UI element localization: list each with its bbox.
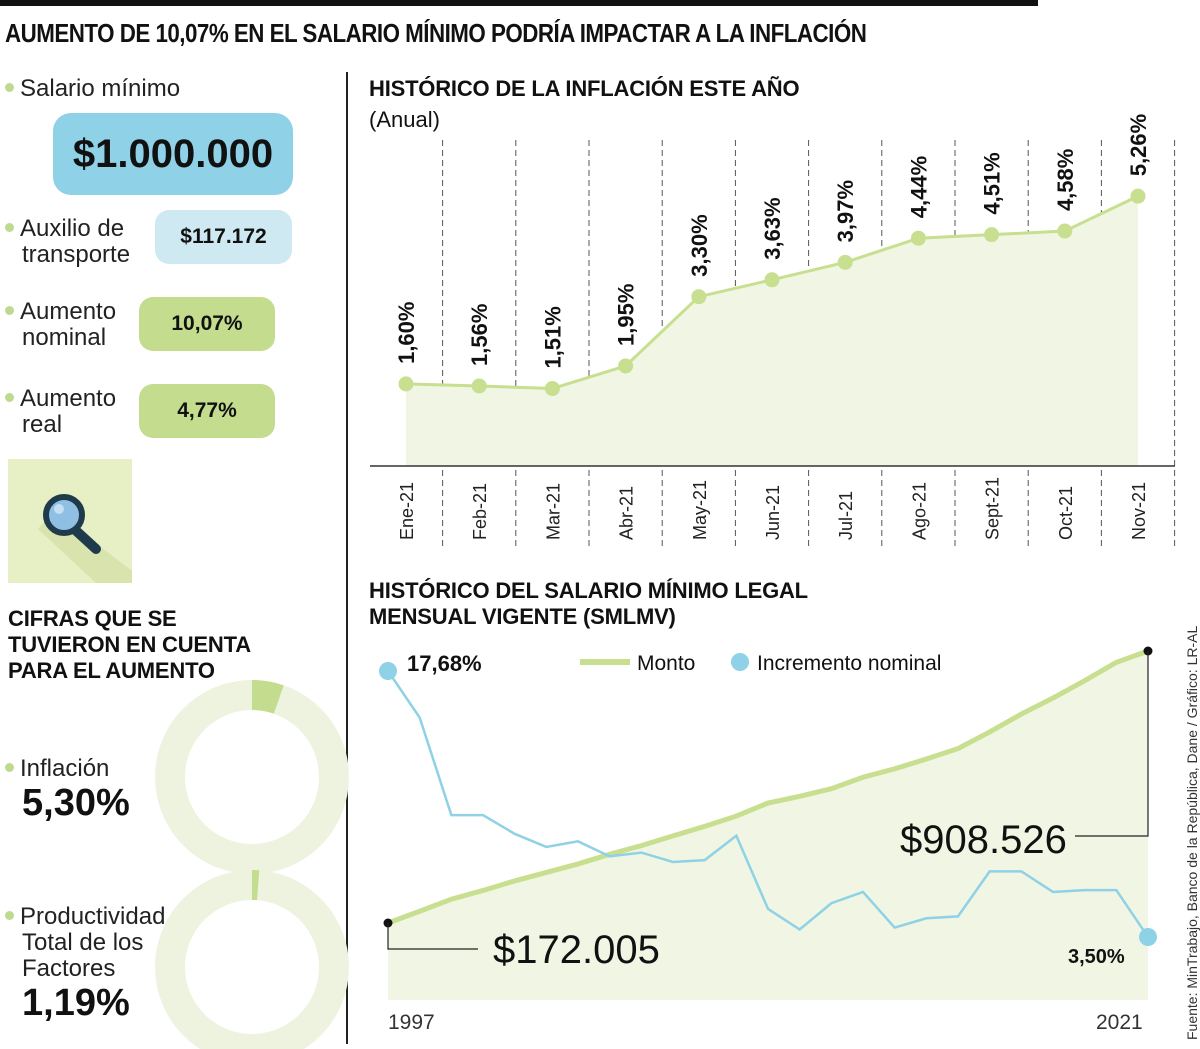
monto-line xyxy=(387,648,1149,926)
productividad-donut-track xyxy=(155,870,349,1049)
inflation-tick-label: Nov-21 xyxy=(1129,482,1149,540)
inflation-data-label: 3,97% xyxy=(833,180,858,242)
inflation-tick-label: Feb-21 xyxy=(470,483,490,540)
inflation-data-label: 3,30% xyxy=(687,214,712,276)
cifras-title: CIFRAS QUE SE TUVIERON EN CUENTA PARA EL… xyxy=(8,606,251,683)
inflation-point xyxy=(691,289,707,305)
salary-x-start: 1997 xyxy=(388,1011,435,1034)
legend-incremento-label: Incremento nominal xyxy=(757,652,941,675)
incremento-line xyxy=(386,670,1150,938)
inflation-tick-label: May-21 xyxy=(690,480,710,540)
inflation-data-label: 4,44% xyxy=(906,156,931,218)
inflation-point xyxy=(910,230,926,246)
inflation-tick-label: Abr-21 xyxy=(617,486,637,540)
legend-monto-label: Monto xyxy=(637,652,695,675)
inflation-data-label: 3,63% xyxy=(760,197,785,259)
inflation-point xyxy=(618,358,634,374)
inflation-point xyxy=(544,381,560,397)
inflation-chart-subtitle: (Anual) xyxy=(369,107,440,132)
inflation-point xyxy=(398,376,414,392)
inflation-point xyxy=(471,378,487,394)
inflation-tick-label: Jun-21 xyxy=(763,485,783,540)
salary-x-end: 2021 xyxy=(1096,1011,1143,1034)
productividad-value: 1,19% xyxy=(22,982,130,1024)
incremento-end-label: 3,50% xyxy=(1068,946,1125,968)
auxilio-label: Auxilio de transporte xyxy=(5,216,130,268)
inflation-data-label: 1,51% xyxy=(540,306,565,368)
salary-chart-title: HISTÓRICO DEL SALARIO MÍNIMO LEGAL MENSU… xyxy=(369,578,808,629)
nominal-label: Aumento nominal xyxy=(5,299,116,351)
inflacion-donut-slice xyxy=(251,680,284,714)
auxilio-value: $117.172 xyxy=(155,210,292,264)
inflation-tick-label: Oct-21 xyxy=(1056,486,1076,540)
magnifying-glass-icon xyxy=(8,459,132,583)
inflation-tick-label: Mar-21 xyxy=(543,483,563,540)
inflation-point xyxy=(837,254,853,270)
inflation-point xyxy=(1130,188,1146,204)
salario-value: $1.000.000 xyxy=(53,113,293,195)
inflation-data-label: 1,60% xyxy=(394,302,419,364)
inflation-data-label: 4,58% xyxy=(1053,149,1078,211)
real-value: 4,77% xyxy=(139,384,275,438)
top-rule xyxy=(0,0,1038,6)
inflation-data-label: 1,56% xyxy=(467,304,492,366)
inflation-chart-title: HISTÓRICO DE LA INFLACIÓN ESTE AÑO xyxy=(369,76,800,101)
inflation-point xyxy=(764,272,780,288)
monto-area xyxy=(388,651,1148,1000)
salario-label: Salario mínimo xyxy=(5,76,180,102)
inflation-tick-label: Jul-21 xyxy=(836,491,856,540)
inflacion-value: 5,30% xyxy=(22,782,130,824)
vertical-divider xyxy=(346,72,348,1044)
monto-end-label: $908.526 xyxy=(900,818,1067,862)
nominal-value: 10,07% xyxy=(139,297,275,351)
inflation-tick-label: Sept-21 xyxy=(983,477,1003,540)
inflation-data-label: 5,26% xyxy=(1126,114,1151,176)
inflation-point xyxy=(984,227,1000,243)
incremento-end-point xyxy=(1139,928,1157,946)
legend-incremento-swatch xyxy=(731,653,749,671)
inflacion-label: Inflación xyxy=(5,756,109,782)
inflation-data-label: 1,95% xyxy=(614,284,639,346)
monto-end-leader xyxy=(1075,651,1149,837)
incremento-start-label: 17,68% xyxy=(407,651,482,676)
inflation-tick-label: Ago-21 xyxy=(909,482,929,540)
inflation-tick-label: Ene-21 xyxy=(397,482,417,540)
inflation-data-label: 4,51% xyxy=(980,152,1005,214)
page-title: AUMENTO DE 10,07% EN EL SALARIO MÍNIMO P… xyxy=(5,18,867,48)
productividad-label: Productividad Total de los Factores xyxy=(5,904,165,982)
monto-start-leader xyxy=(387,923,478,950)
inflation-area xyxy=(406,196,1138,467)
real-label: Aumento real xyxy=(5,386,116,438)
inflacion-donut-track xyxy=(155,680,349,874)
incremento-start-point xyxy=(379,662,397,680)
monto-start-label: $172.005 xyxy=(493,928,660,972)
inflation-point xyxy=(1057,223,1073,239)
